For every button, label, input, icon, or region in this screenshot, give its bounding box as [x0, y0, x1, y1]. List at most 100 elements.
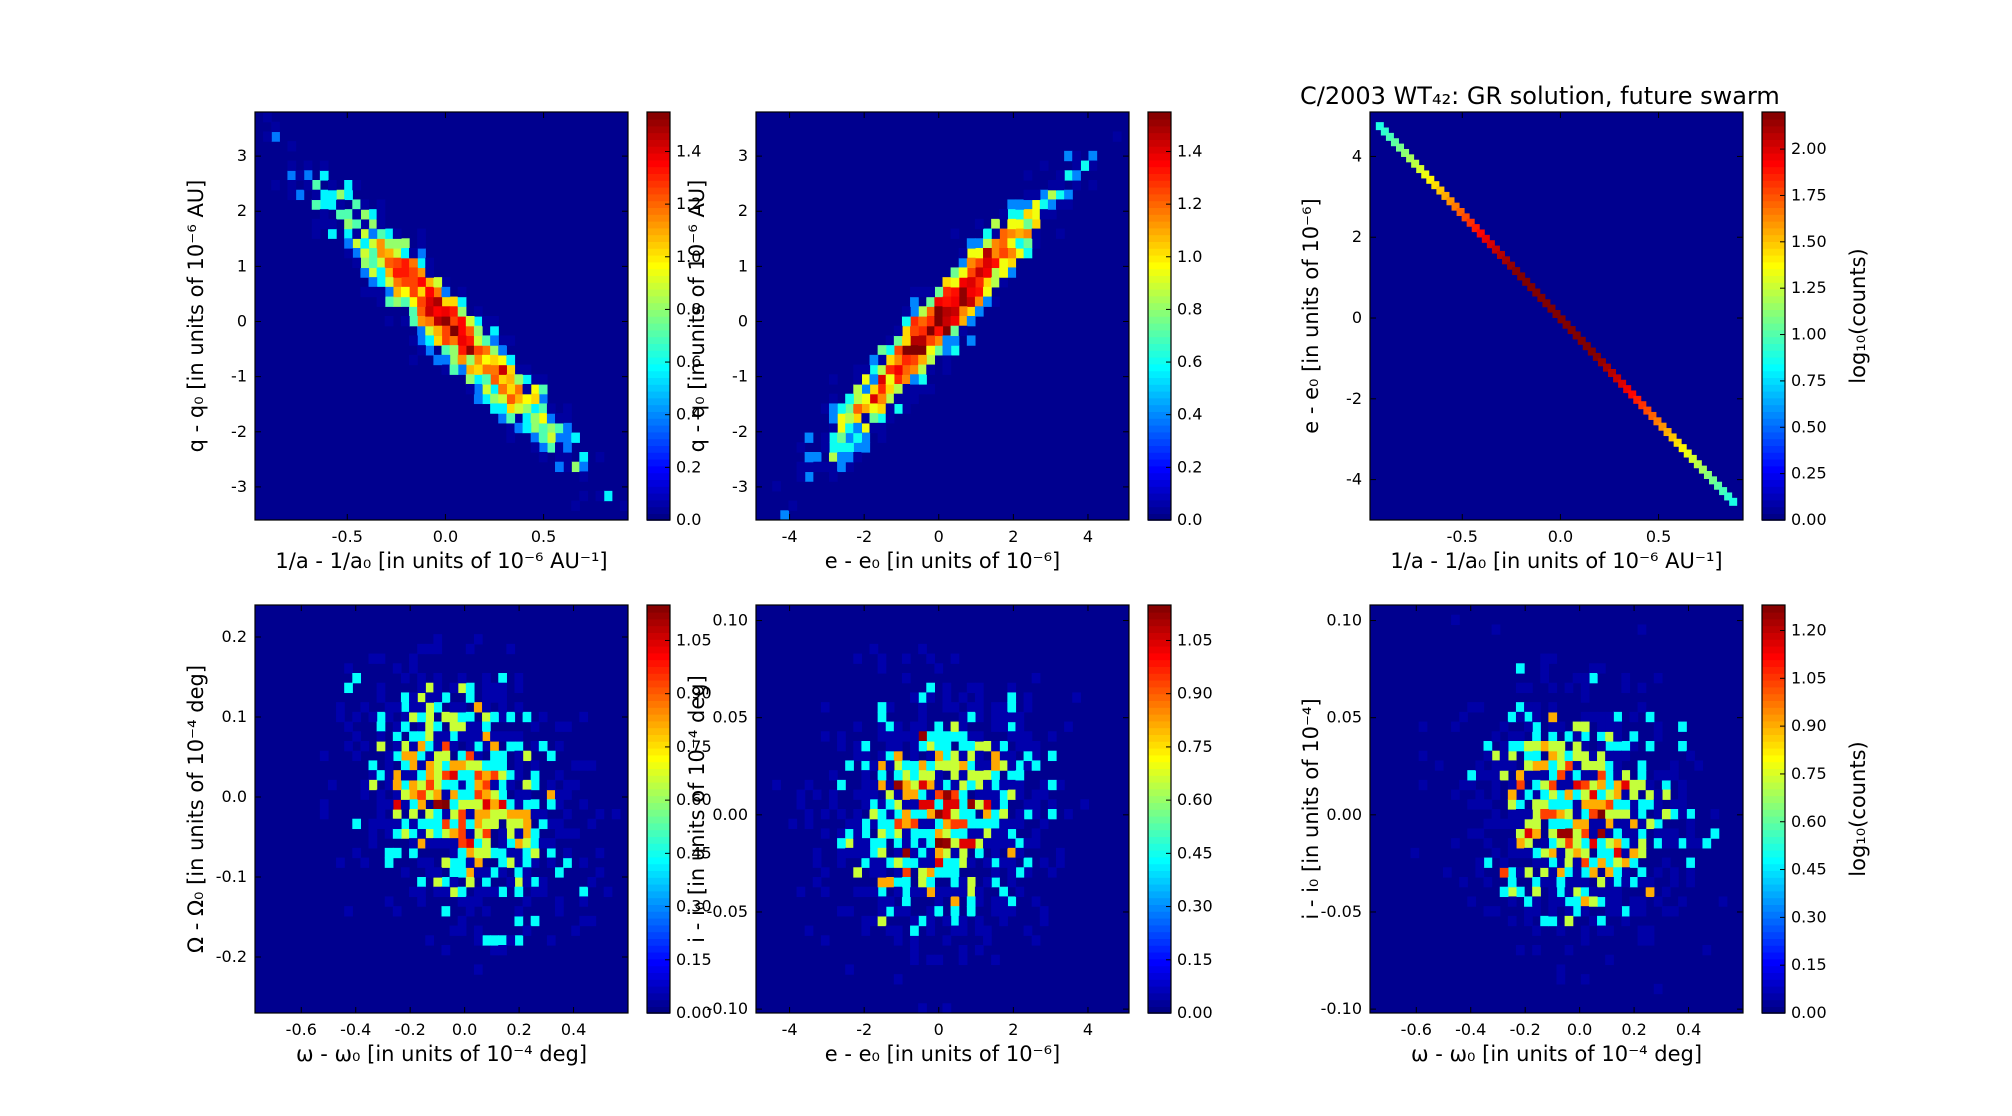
- hex-cell: [538, 877, 548, 888]
- hex-cell: [465, 877, 475, 888]
- y-tick-label: 0.2: [222, 627, 247, 646]
- hex-cell: [893, 935, 903, 946]
- hex-cell: [1653, 809, 1663, 820]
- hex-cell: [820, 828, 830, 839]
- hex-cell: [934, 325, 944, 337]
- hex-cell: [918, 789, 927, 800]
- hex-cell: [400, 770, 410, 781]
- colorbar-segment: [647, 282, 670, 290]
- hex-cell: [1047, 809, 1057, 820]
- colorbar-segment: [1762, 768, 1785, 776]
- hex-cell: [433, 277, 443, 288]
- hex-cell: [845, 838, 854, 849]
- hex-cell: [603, 886, 613, 898]
- hex-cell: [425, 857, 434, 868]
- colorbar-segment: [647, 904, 670, 912]
- hex-cell: [950, 770, 960, 781]
- hex-cell: [490, 335, 499, 346]
- hex-cell: [853, 789, 863, 800]
- hex-cell: [1683, 449, 1692, 458]
- hex-cell: [498, 711, 507, 723]
- hex-cell: [788, 500, 798, 511]
- hex-cell: [1007, 877, 1017, 888]
- hex-cell: [336, 702, 345, 713]
- x-tick-label: 0.2: [1621, 1020, 1646, 1039]
- colorbar-segment: [1762, 125, 1785, 134]
- hex-cell: [1678, 444, 1687, 453]
- hex-cell: [498, 838, 507, 849]
- hex-cell: [1436, 186, 1445, 195]
- hex-cell: [1605, 896, 1614, 907]
- hex-cell: [441, 277, 451, 288]
- hex-cell: [958, 316, 968, 327]
- hex-cell: [465, 325, 475, 337]
- hex-cell: [457, 896, 467, 907]
- colorbar-segment: [1762, 809, 1785, 817]
- x-tick-label: 0: [934, 1020, 944, 1039]
- hex-cell: [1540, 741, 1549, 752]
- hex-cell: [1597, 886, 1606, 898]
- hex-cell: [999, 886, 1008, 898]
- y-axis-label: q - q₀ [in units of 10⁻⁶ AU]: [184, 180, 208, 453]
- hex-cell: [974, 238, 984, 249]
- hex-cell: [344, 189, 353, 201]
- hex-cell: [837, 452, 846, 463]
- colorbar-segment: [1762, 132, 1785, 140]
- colorbar-tick-label: 1.2: [1177, 194, 1202, 213]
- hex-cell: [1637, 682, 1647, 694]
- y-tick-label: 2: [738, 201, 748, 220]
- hex-cell: [311, 228, 321, 239]
- hex-cell: [384, 750, 394, 762]
- hex-cell: [1532, 789, 1541, 800]
- hex-cell: [974, 306, 984, 317]
- hex-cell: [425, 325, 434, 337]
- hex-cell: [319, 170, 329, 181]
- hex-cell: [1621, 847, 1631, 859]
- hex-cell: [845, 828, 854, 839]
- colorbar-segment: [1762, 152, 1785, 161]
- hex-cell: [1507, 915, 1517, 927]
- hex-cell: [319, 218, 329, 230]
- hex-cell: [926, 325, 935, 337]
- colorbar-segment: [1148, 486, 1171, 494]
- hex-cell: [417, 779, 426, 791]
- hex-cell: [1605, 886, 1614, 898]
- hex-cell: [845, 760, 854, 771]
- colorbar-segment: [1762, 897, 1785, 905]
- hex-cell: [853, 653, 863, 664]
- colorbar-segment: [1762, 707, 1785, 715]
- hex-cell: [506, 393, 516, 405]
- hex-cell: [473, 325, 483, 337]
- hex-cell: [392, 731, 402, 742]
- hex-cell: [1039, 789, 1049, 800]
- hex-cell: [861, 384, 871, 395]
- hex-cell: [1507, 809, 1517, 820]
- hex-cell: [360, 199, 370, 210]
- hex-cell: [490, 799, 499, 810]
- hex-cell: [1039, 915, 1049, 927]
- hex-cell: [392, 779, 402, 791]
- hex-cell: [433, 702, 443, 713]
- hex-cell: [417, 286, 426, 298]
- hex-cell: [311, 180, 321, 191]
- hex-cell: [327, 199, 337, 210]
- colorbar-segment: [1148, 632, 1171, 640]
- colorbar-segment: [1762, 775, 1785, 783]
- hex-cell: [1621, 915, 1631, 927]
- hex-cell: [546, 847, 556, 859]
- hex-cell: [473, 799, 483, 810]
- colorbar-segment: [1762, 445, 1785, 453]
- hex-cell: [473, 857, 483, 868]
- hex-cell: [506, 335, 516, 346]
- hex-cell: [417, 721, 426, 732]
- hex-cell: [869, 374, 879, 385]
- colorbar-segment: [647, 707, 670, 715]
- hex-cell: [1491, 847, 1501, 859]
- colorbar-segment: [1762, 275, 1785, 283]
- colorbar-segment: [1148, 479, 1171, 487]
- hex-cell: [950, 335, 960, 346]
- hex-cell: [514, 799, 524, 810]
- hex-cell: [1532, 760, 1541, 771]
- hex-cell: [1653, 417, 1662, 426]
- hex-cell: [1629, 877, 1639, 888]
